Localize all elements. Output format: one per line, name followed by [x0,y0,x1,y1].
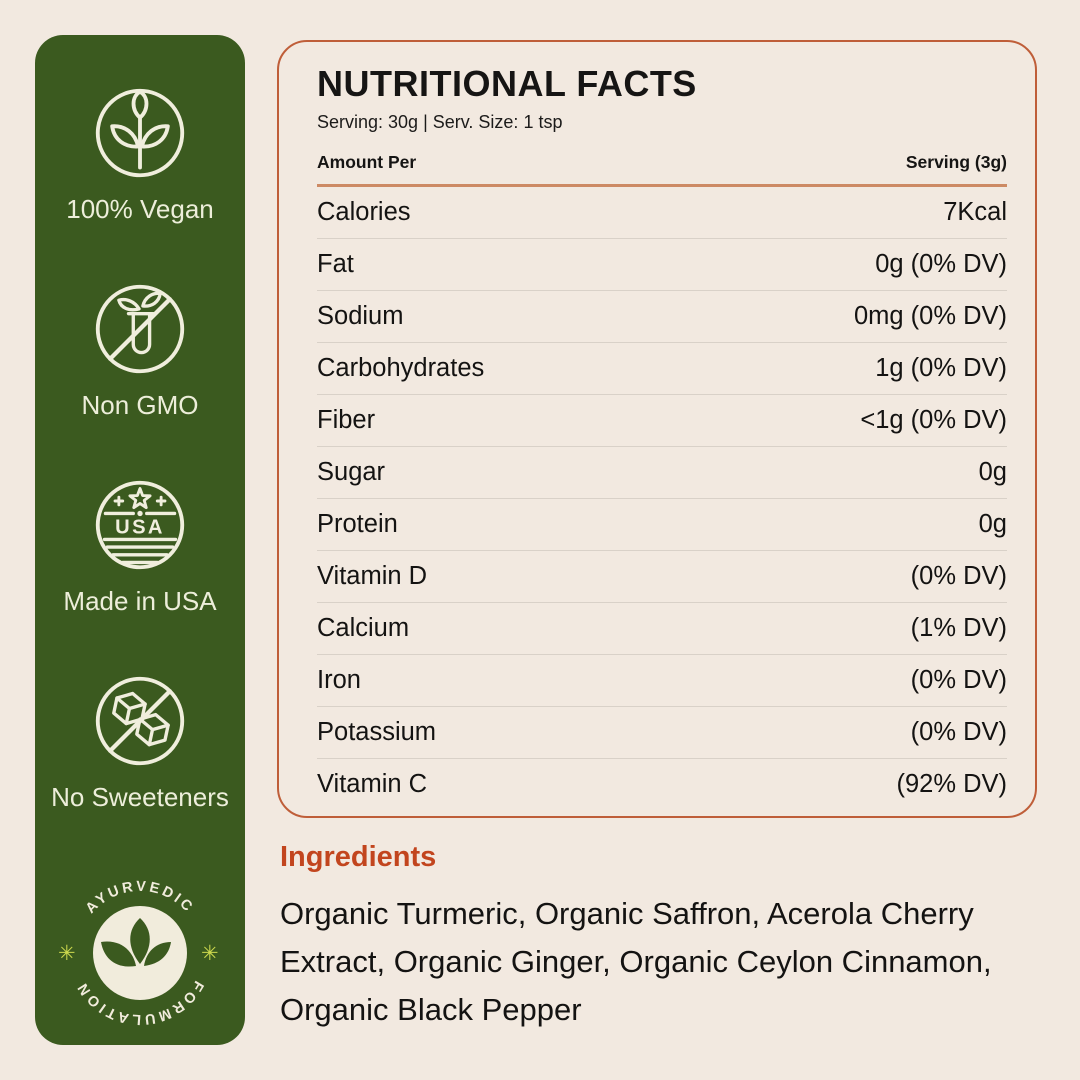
ingredients-text: Organic Turmeric, Organic Saffron, Acero… [280,896,992,1027]
nutrient-value: 0g [978,509,1007,538]
table-row-vitamin-c: Vitamin C (92% DV) [317,759,1007,810]
header-divider [317,184,1007,187]
nutrient-name: Calcium [317,613,410,642]
nutrient-name: Vitamin D [317,561,428,590]
nutrient-value: 0mg (0% DV) [853,301,1007,330]
cert-label-made-in-usa: Made in USA [63,586,217,616]
table-row-calcium: Calcium (1% DV) [317,603,1007,655]
nutrient-value: (0% DV) [910,717,1007,746]
usa-stamp-icon: USA [95,480,185,570]
nutrient-value: <1g (0% DV) [860,405,1007,434]
nutrient-value: (92% DV) [896,769,1007,798]
serving-line: Serving: 30g | Serv. Size: 1 tsp [317,112,563,132]
cert-vegan: 100% Vegan [66,85,214,225]
table-column-headers: Amount Per Serving (3g) [317,152,1007,173]
nutrient-name: Protein [317,509,398,538]
cert-made-in-usa: USA Made in USA [63,477,217,617]
table-row-fat: Fat 0g (0% DV) [317,239,1007,291]
cert-non-gmo: Non GMO [81,281,199,421]
table-row-sodium: Sodium 0mg (0% DV) [317,291,1007,343]
nutrient-value: (0% DV) [910,665,1007,694]
nutrient-name: Iron [317,665,361,694]
nutrient-value: 0g (0% DV) [875,249,1007,278]
cert-label-non-gmo: Non GMO [81,390,199,420]
vegan-plant-icon [95,88,185,178]
nutrient-name: Sodium [317,301,404,330]
panel-title: NUTRITIONAL FACTS [317,63,697,104]
non-gmo-icon [95,284,185,374]
ingredients-section: Ingredients Organic Turmeric, Organic Sa… [280,841,1040,1034]
nutrient-name: Calories [317,197,411,226]
leaves-icon [101,918,171,967]
nutrient-name: Fat [317,249,354,278]
nutrition-panel: NUTRITIONAL FACTS Serving: 30g | Serv. S… [277,40,1037,818]
nutrient-name: Vitamin C [317,769,428,798]
certifications-sidebar: 100% Vegan Non GMO USA [35,35,245,1045]
nutrient-value: (0% DV) [910,561,1007,590]
nutrient-value: 7Kcal [943,197,1007,226]
ingredients-heading: Ingredients [280,841,437,873]
nutrient-value: (1% DV) [910,613,1007,642]
table-row-vitamin-d: Vitamin D (0% DV) [317,551,1007,603]
nutrient-name: Sugar [317,457,386,486]
table-row-potassium: Potassium (0% DV) [317,707,1007,759]
usa-icon-text: USA [115,517,165,539]
nutrient-name: Potassium [317,717,437,746]
ayurvedic-badge: AYURVEDIC FORMULATION ✳ ✳ [52,865,228,1041]
cert-label-vegan: 100% Vegan [66,194,214,224]
cert-no-sweeteners: No Sweeteners [51,673,229,813]
table-row-protein: Protein 0g [317,499,1007,551]
no-sweeteners-icon [95,676,185,766]
table-row-calories: Calories 7Kcal [317,187,1007,239]
nutrient-table: Calories 7Kcal Fat 0g (0% DV) Sodium 0mg… [317,187,1007,810]
nutrient-value: 0g [978,457,1007,486]
table-row-fiber: Fiber <1g (0% DV) [317,395,1007,447]
table-row-iron: Iron (0% DV) [317,655,1007,707]
table-row-carbohydrates: Carbohydrates 1g (0% DV) [317,343,1007,395]
ayurvedic-badge-icon: AYURVEDIC FORMULATION ✳ ✳ [58,879,219,1027]
badge-asterisk-left-icon: ✳ [58,942,76,965]
badge-asterisk-right-icon: ✳ [201,942,219,965]
column-header-left: Amount Per [317,152,417,172]
nutrient-name: Fiber [317,405,376,434]
column-header-right: Serving (3g) [905,152,1007,172]
nutrient-value: 1g (0% DV) [875,353,1007,382]
table-row-sugar: Sugar 0g [317,447,1007,499]
nutrient-name: Carbohydrates [317,353,485,382]
cert-label-no-sweeteners: No Sweeteners [51,782,229,812]
